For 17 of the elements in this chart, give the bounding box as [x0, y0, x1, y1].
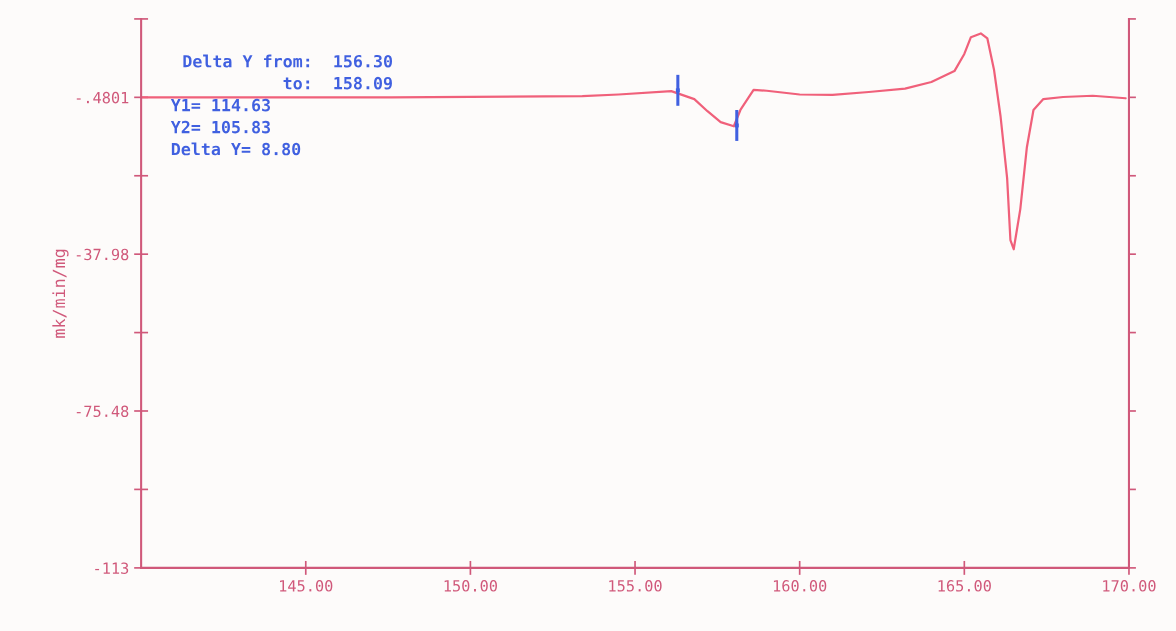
annotation: Y2= 105.83 — [170, 120, 271, 134]
x-tick-label: 170.00 — [1103, 580, 1156, 592]
annotation: Delta Y from: 156.30 — [183, 54, 393, 68]
x-tick-label: 160.00 — [773, 580, 827, 592]
x-tick-label: 145.00 — [280, 580, 333, 592]
y-tick-label: -75.48 — [76, 405, 129, 418]
line-series — [141, 32, 1127, 251]
annotation: to: 158.09 — [283, 76, 392, 90]
y-axis-title: mk/min/mg — [52, 249, 69, 338]
y-tick-label: -.4801 — [76, 91, 129, 104]
annotation: Delta Y= 8.80 — [171, 142, 301, 156]
annotation: Y1= 114.63 — [170, 98, 271, 112]
y-tick-label: -113 — [95, 562, 129, 574]
x-tick-label: 150.00 — [444, 580, 497, 592]
y-tick-label: -37.98 — [76, 248, 129, 261]
x-tick-label: 155.00 — [609, 580, 662, 592]
x-tick-label: 165.00 — [938, 580, 991, 592]
